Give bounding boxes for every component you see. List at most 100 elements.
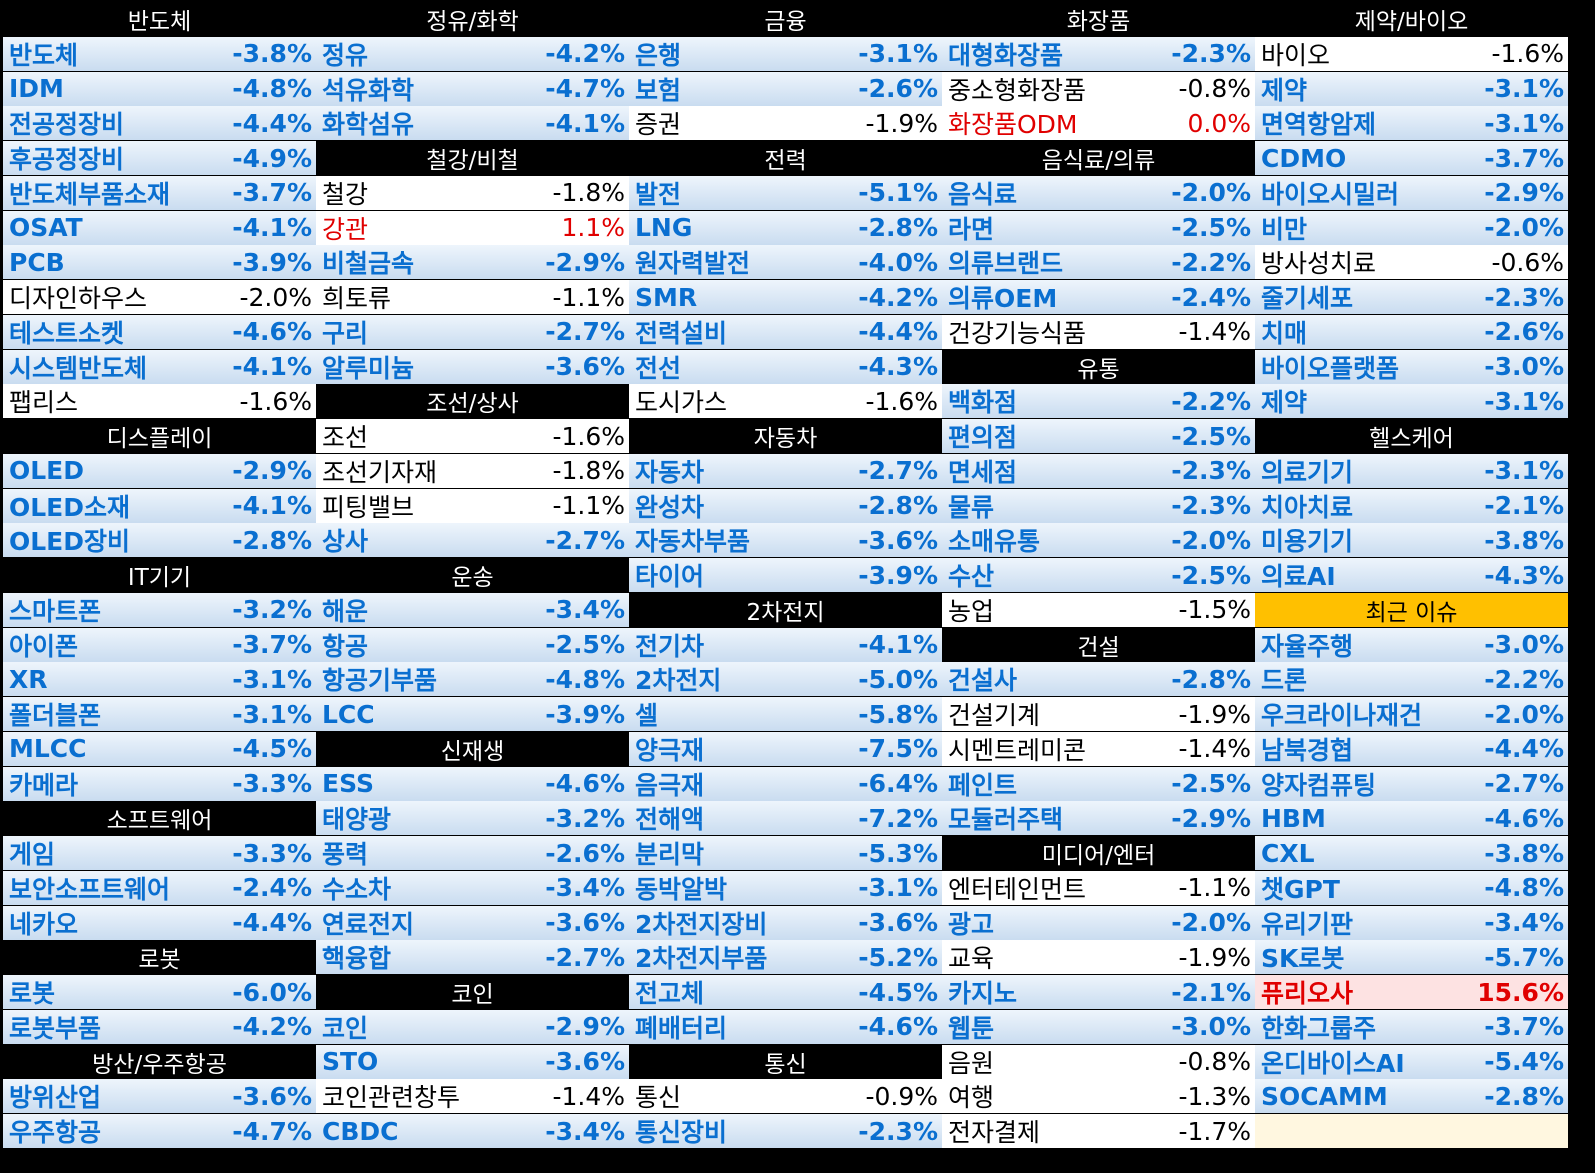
theme-row[interactable]: 바이오 -1.6% <box>1255 36 1568 71</box>
theme-row[interactable]: 항공 -2.5% <box>316 627 629 662</box>
theme-row[interactable]: 소매유통 -2.0% <box>942 523 1255 558</box>
theme-row[interactable]: 정유 -4.2% <box>316 36 629 71</box>
theme-row[interactable]: ESS -4.6% <box>316 766 629 801</box>
theme-row[interactable]: CXL -3.8% <box>1255 836 1568 870</box>
theme-row[interactable]: 풍력 -2.6% <box>316 836 629 870</box>
theme-row[interactable]: 스마트폰 -3.2% <box>3 592 316 627</box>
theme-row[interactable]: 남북경협 -4.4% <box>1255 731 1568 766</box>
theme-row[interactable]: 드론 -2.2% <box>1255 662 1568 697</box>
theme-row[interactable]: 조선 -1.6% <box>316 419 629 453</box>
theme-row[interactable]: 2차전지 -5.0% <box>629 662 942 697</box>
theme-row[interactable]: 타이어 -3.9% <box>629 558 942 592</box>
theme-row[interactable]: 비만 -2.0% <box>1255 210 1568 245</box>
theme-row[interactable]: 전선 -4.3% <box>629 349 942 384</box>
theme-row[interactable]: OLED장비 -2.8% <box>3 523 316 558</box>
theme-row[interactable]: 항공기부품 -4.8% <box>316 662 629 697</box>
theme-row[interactable]: 화장품ODM 0.0% <box>942 106 1255 141</box>
theme-row[interactable]: 우크라이나재건 -2.0% <box>1255 697 1568 731</box>
theme-row[interactable]: 폴더블폰 -3.1% <box>3 697 316 731</box>
theme-row[interactable]: 우주항공 -4.7% <box>3 1114 316 1148</box>
theme-row[interactable]: 대형화장품 -2.3% <box>942 36 1255 71</box>
theme-row[interactable]: 치아치료 -2.1% <box>1255 488 1568 523</box>
theme-row[interactable]: 챗GPT -4.8% <box>1255 870 1568 905</box>
theme-row[interactable]: 비철금속 -2.9% <box>316 245 629 280</box>
theme-row[interactable]: 자율주행 -3.0% <box>1255 627 1568 662</box>
theme-row[interactable] <box>1255 1114 1568 1148</box>
theme-row[interactable]: 음극재 -6.4% <box>629 766 942 801</box>
theme-row[interactable]: STO -3.6% <box>316 1044 629 1079</box>
theme-row[interactable]: 테스트소켓 -4.6% <box>3 314 316 349</box>
theme-row[interactable]: 해운 -3.4% <box>316 592 629 627</box>
theme-row[interactable]: 구리 -2.7% <box>316 314 629 349</box>
theme-row[interactable]: XR -3.1% <box>3 662 316 697</box>
theme-row[interactable]: 전기차 -4.1% <box>629 627 942 662</box>
theme-row[interactable]: 핵융합 -2.7% <box>316 940 629 975</box>
theme-row[interactable]: PCB -3.9% <box>3 245 316 280</box>
theme-row[interactable]: 아이폰 -3.7% <box>3 627 316 662</box>
theme-row[interactable]: 수소차 -3.4% <box>316 870 629 905</box>
theme-row[interactable]: 전자결제 -1.7% <box>942 1114 1255 1148</box>
theme-row[interactable]: 전력설비 -4.4% <box>629 314 942 349</box>
theme-row[interactable]: 농업 -1.5% <box>942 592 1255 627</box>
theme-row[interactable]: 화학섬유 -4.1% <box>316 106 629 141</box>
theme-row[interactable]: 반도체부품소재 -3.7% <box>3 175 316 210</box>
theme-row[interactable]: 자동차 -2.7% <box>629 453 942 488</box>
theme-row[interactable]: OLED -2.9% <box>3 453 316 488</box>
theme-row[interactable]: 분리막 -5.3% <box>629 836 942 870</box>
theme-row[interactable]: 한화그룹주 -3.7% <box>1255 1009 1568 1044</box>
theme-row[interactable]: 완성차 -2.8% <box>629 488 942 523</box>
theme-row[interactable]: 전고체 -4.5% <box>629 975 942 1009</box>
theme-row[interactable]: 철강 -1.8% <box>316 175 629 210</box>
theme-row[interactable]: 통신장비 -2.3% <box>629 1114 942 1148</box>
theme-row[interactable]: 증권 -1.9% <box>629 106 942 141</box>
theme-row[interactable]: 코인관련창투 -1.4% <box>316 1079 629 1114</box>
theme-row[interactable]: 양극재 -7.5% <box>629 731 942 766</box>
theme-row[interactable]: 수산 -2.5% <box>942 558 1255 592</box>
theme-row[interactable]: 음원 -0.8% <box>942 1044 1255 1079</box>
theme-row[interactable]: 조선기자재 -1.8% <box>316 453 629 488</box>
theme-row[interactable]: 발전 -5.1% <box>629 175 942 210</box>
theme-row[interactable]: 후공정장비 -4.9% <box>3 141 316 175</box>
theme-row[interactable]: SK로봇 -5.7% <box>1255 940 1568 975</box>
theme-row[interactable]: 전해액 -7.2% <box>629 801 942 836</box>
theme-row[interactable]: 의류브랜드 -2.2% <box>942 245 1255 280</box>
theme-row[interactable]: MLCC -4.5% <box>3 731 316 766</box>
theme-row[interactable]: 석유화학 -4.7% <box>316 71 629 106</box>
theme-row[interactable]: 방사성치료 -0.6% <box>1255 245 1568 280</box>
theme-row[interactable]: 연료전지 -3.6% <box>316 905 629 940</box>
theme-row[interactable]: 원자력발전 -4.0% <box>629 245 942 280</box>
theme-row[interactable]: 동박알박 -3.1% <box>629 870 942 905</box>
theme-row[interactable]: 자동차부품 -3.6% <box>629 523 942 558</box>
theme-row[interactable]: 보안소프트웨어 -2.4% <box>3 870 316 905</box>
theme-row[interactable]: 전공정장비 -4.4% <box>3 106 316 141</box>
theme-row[interactable]: 광고 -2.0% <box>942 905 1255 940</box>
theme-row[interactable]: 디자인하우스 -2.0% <box>3 280 316 314</box>
theme-row[interactable]: 백화점 -2.2% <box>942 384 1255 419</box>
theme-row[interactable]: 페인트 -2.5% <box>942 766 1255 801</box>
theme-row[interactable]: OSAT -4.1% <box>3 210 316 245</box>
theme-row[interactable]: SOCAMM -2.8% <box>1255 1079 1568 1114</box>
theme-row[interactable]: 카지노 -2.1% <box>942 975 1255 1009</box>
theme-row[interactable]: 여행 -1.3% <box>942 1079 1255 1114</box>
theme-row[interactable]: 상사 -2.7% <box>316 523 629 558</box>
theme-row[interactable]: 라면 -2.5% <box>942 210 1255 245</box>
theme-row[interactable]: 은행 -3.1% <box>629 36 942 71</box>
theme-row[interactable]: 팹리스 -1.6% <box>3 384 316 419</box>
theme-row[interactable]: 면세점 -2.3% <box>942 453 1255 488</box>
theme-row[interactable]: 네카오 -4.4% <box>3 905 316 940</box>
theme-row[interactable]: 양자컴퓨팅 -2.7% <box>1255 766 1568 801</box>
theme-row[interactable]: 도시가스 -1.6% <box>629 384 942 419</box>
theme-row[interactable]: 음식료 -2.0% <box>942 175 1255 210</box>
theme-row[interactable]: 의류OEM -2.4% <box>942 280 1255 314</box>
theme-row[interactable]: 의료AI -4.3% <box>1255 558 1568 592</box>
theme-row[interactable]: 건강기능식품 -1.4% <box>942 314 1255 349</box>
theme-row[interactable]: CDMO -3.7% <box>1255 141 1568 175</box>
theme-row[interactable]: 건설기계 -1.9% <box>942 697 1255 731</box>
theme-row[interactable]: 물류 -2.3% <box>942 488 1255 523</box>
theme-row[interactable]: 웹툰 -3.0% <box>942 1009 1255 1044</box>
theme-row[interactable]: 반도체 -3.8% <box>3 36 316 71</box>
theme-row[interactable]: 카메라 -3.3% <box>3 766 316 801</box>
theme-row[interactable]: 치매 -2.6% <box>1255 314 1568 349</box>
theme-row[interactable]: 모듈러주택 -2.9% <box>942 801 1255 836</box>
theme-row[interactable]: 2차전지부품 -5.2% <box>629 940 942 975</box>
